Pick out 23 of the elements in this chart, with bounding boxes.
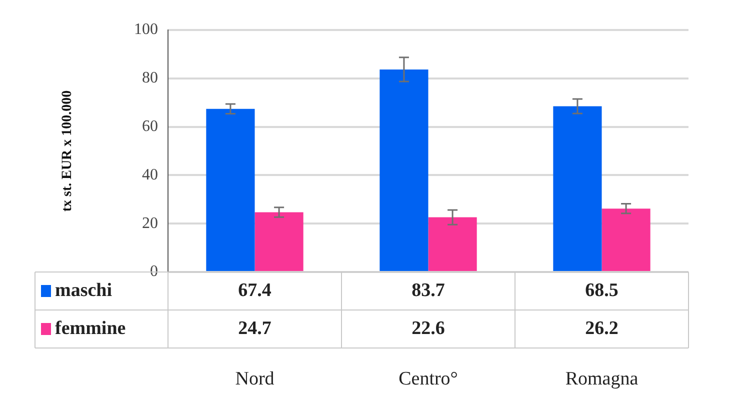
x-tick-label: Nord [235, 368, 275, 390]
data-label: 24.7 [238, 318, 272, 339]
bar [428, 217, 477, 271]
bar [206, 108, 255, 271]
bar [553, 106, 602, 271]
data-label: 22.6 [412, 318, 445, 339]
bar [380, 69, 428, 271]
x-tick-label: Centro° [398, 368, 458, 390]
y-tick-label: 100 [134, 21, 158, 38]
x-tick-label: Romagna [565, 368, 639, 390]
y-tick-label: 40 [142, 166, 158, 184]
legend-label: femmine [55, 318, 126, 339]
y-axis-title: tx st. EUR x 100.000 [60, 90, 76, 212]
bar [254, 212, 304, 271]
y-tick-label: 20 [142, 214, 158, 232]
y-tick-label: 60 [142, 118, 158, 136]
data-label: 26.2 [585, 318, 618, 339]
bar [602, 208, 650, 271]
y-tick-label: 80 [142, 70, 158, 87]
legend-label: maschi [55, 280, 112, 301]
data-label: 83.7 [412, 280, 446, 301]
data-label: 68.5 [585, 280, 618, 301]
data-label: 67.4 [238, 280, 272, 301]
